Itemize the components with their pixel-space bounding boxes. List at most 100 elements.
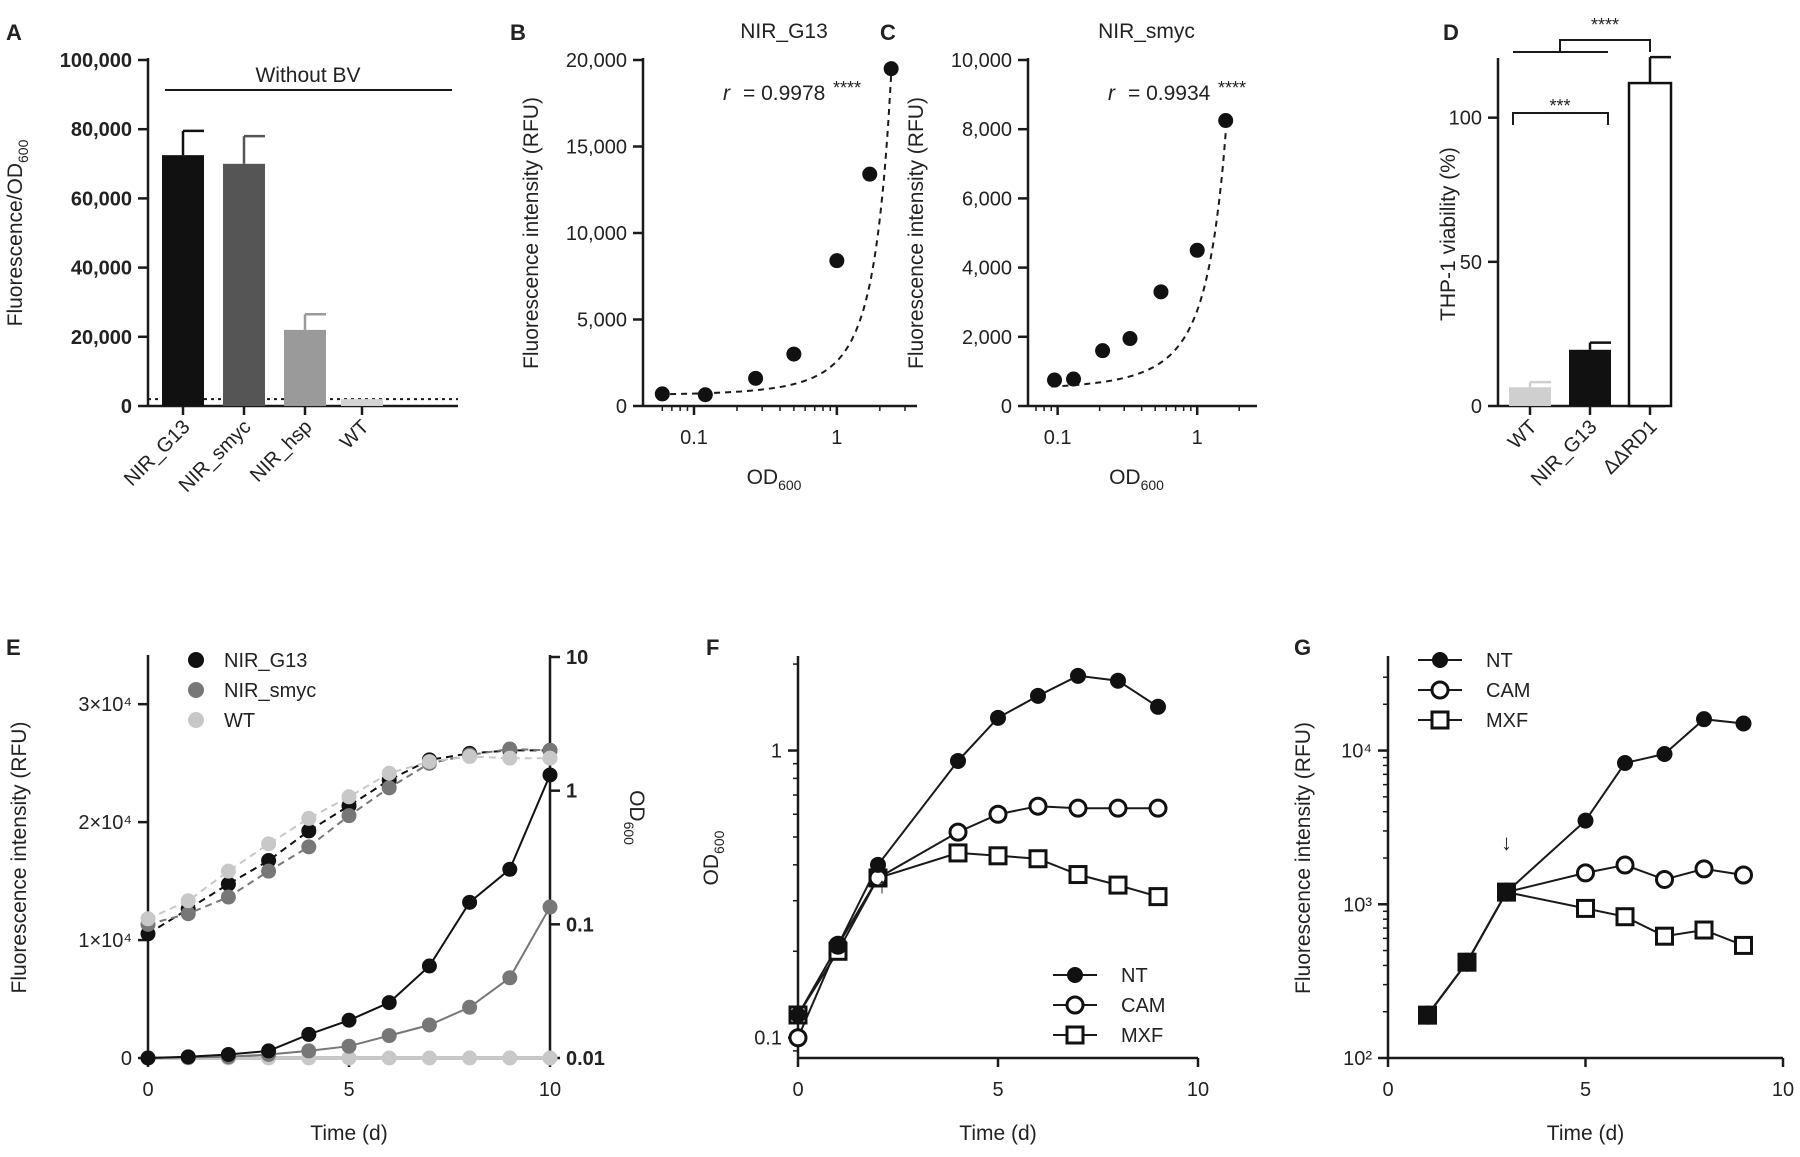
y2-tick-label-e: 1 xyxy=(566,781,577,803)
x-tick-label-d-1: NIR_G13 xyxy=(1527,416,1602,491)
bar-a-3 xyxy=(341,399,383,406)
y-tick-label-g: 10³ xyxy=(1343,894,1372,916)
y-tick-label-c: 2,000 xyxy=(962,327,1012,349)
r-value-b: = 0.9978 xyxy=(743,82,825,105)
od-point-1 xyxy=(301,839,317,855)
rfu-line-1 xyxy=(147,906,551,1059)
od-point-1 xyxy=(381,780,397,796)
rfu-point-0 xyxy=(542,767,558,783)
data-point-g-0 xyxy=(1617,754,1633,771)
y-tick-label-b: 20,000 xyxy=(566,50,627,72)
rfu-point-0 xyxy=(421,958,437,974)
x-tick-label-b: 0.1 xyxy=(680,427,708,449)
data-point-f-1 xyxy=(1108,798,1128,818)
rfu-point-1 xyxy=(421,1017,437,1033)
panel-label-e: E xyxy=(6,635,21,660)
panel-label-b: B xyxy=(510,20,526,45)
od-point-0 xyxy=(220,876,236,892)
data-point-g-2 xyxy=(1576,898,1595,918)
panel-label-f: F xyxy=(706,635,719,660)
data-point-g-0 xyxy=(1459,954,1475,971)
fit-curve-b xyxy=(659,74,893,396)
y-tick-label-a: 80,000 xyxy=(71,119,132,141)
legend-label-e-1: NIR_smyc xyxy=(224,680,316,702)
rfu-point-2 xyxy=(341,1050,357,1066)
rfu-point-0 xyxy=(381,995,397,1011)
data-point-f-2 xyxy=(1148,887,1168,907)
data-point-g-2 xyxy=(1734,935,1753,955)
x-tick-label-g-2: 10 xyxy=(1772,1079,1794,1101)
legend-marker-g-1 xyxy=(1430,680,1450,700)
annotation-a: Without BV xyxy=(255,64,360,87)
od-point-1 xyxy=(220,889,236,905)
data-point-f-0 xyxy=(1070,667,1086,684)
data-point-f-1 xyxy=(988,804,1008,824)
legend-marker-e-1 xyxy=(188,682,204,698)
data-point-g-0 xyxy=(1656,745,1673,762)
x-tick-label-f-0: 0 xyxy=(792,1079,803,1101)
x-tick-label-e-2: 10 xyxy=(539,1079,561,1101)
data-point-f-1 xyxy=(1148,798,1168,818)
x-tick-label-f-2: 10 xyxy=(1187,1079,1209,1101)
data-point-f-0 xyxy=(1110,672,1126,689)
legend-marker-f-0 xyxy=(1067,967,1083,983)
x-tick-label-g-1: 5 xyxy=(1580,1079,1591,1101)
y-tick-label-a: 60,000 xyxy=(71,188,132,210)
legend-label-g-1: CAM xyxy=(1486,680,1530,702)
data-point-g-0 xyxy=(1498,884,1515,901)
y-tick-label-b: 0 xyxy=(616,396,627,418)
y2-axis-title-e: OD600 xyxy=(621,790,648,845)
x-tick-label-d-0: WT xyxy=(1504,416,1542,454)
bar-a-2 xyxy=(284,329,326,406)
y-axis-title-g: Fluorescence intensity (RFU) xyxy=(1292,722,1315,994)
y2-tick-label-e: 0.1 xyxy=(566,914,594,936)
x-tick-label-b: 1 xyxy=(831,427,842,449)
data-point-c xyxy=(1189,242,1205,258)
y-tick-label-f: 0.1 xyxy=(754,1028,782,1050)
od-point-2 xyxy=(542,750,558,766)
y-tick-label-a: 20,000 xyxy=(71,327,132,349)
rfu-point-2 xyxy=(542,1050,558,1066)
rfu-point-0 xyxy=(502,861,518,877)
legend-marker-f-2 xyxy=(1065,1025,1085,1045)
od-point-1 xyxy=(180,906,196,922)
series-line-f-2 xyxy=(797,851,1159,1016)
y-tick-label-c: 8,000 xyxy=(962,119,1012,141)
rfu-point-0 xyxy=(140,1050,156,1066)
x-tick-label-c: 1 xyxy=(1192,427,1203,449)
y-axis-title-e: Fluorescence intensity (RFU) xyxy=(8,722,31,994)
series-line-f-0 xyxy=(797,674,1159,1016)
y-tick-label-a: 0 xyxy=(121,396,132,418)
y-tick-label-e: 0 xyxy=(121,1048,132,1070)
data-point-c xyxy=(1153,284,1169,300)
significance-bracket-d-1 xyxy=(1512,112,1609,125)
fit-curve-c xyxy=(1051,132,1227,388)
od-point-2 xyxy=(421,754,437,770)
data-point-f-2 xyxy=(948,843,968,863)
data-point-f-1 xyxy=(948,822,968,842)
data-point-b xyxy=(697,387,713,403)
y-axis-title-c: Fluorescence intensity (RFU) xyxy=(905,97,928,369)
rfu-point-0 xyxy=(462,894,478,910)
rfu-point-1 xyxy=(301,1043,317,1059)
x-tick-label-d-2: ΔΔRD1 xyxy=(1599,416,1662,479)
y-tick-label-c: 4,000 xyxy=(962,258,1012,280)
data-point-g-1 xyxy=(1694,859,1714,879)
rfu-point-0 xyxy=(180,1049,196,1065)
od-point-2 xyxy=(502,750,518,766)
data-point-g-2 xyxy=(1615,907,1635,927)
y-axis-title-d: THP-1 viability (%) xyxy=(1437,147,1460,321)
data-point-g-1 xyxy=(1655,869,1674,889)
od-point-2 xyxy=(301,810,317,826)
r-label-c: r xyxy=(1108,82,1116,105)
data-point-f-1 xyxy=(788,1028,808,1048)
x-tick-label-g-0: 0 xyxy=(1382,1079,1393,1101)
significance-c: **** xyxy=(1218,78,1246,98)
data-point-f-1 xyxy=(1028,796,1048,816)
significance-d-1: *** xyxy=(1549,96,1570,116)
y-axis-title-f: OD600 xyxy=(700,830,727,885)
data-point-g-0 xyxy=(1419,1007,1436,1024)
data-point-f-2 xyxy=(1108,875,1128,895)
data-point-c xyxy=(1095,343,1111,359)
r-label-b: r xyxy=(723,82,731,105)
